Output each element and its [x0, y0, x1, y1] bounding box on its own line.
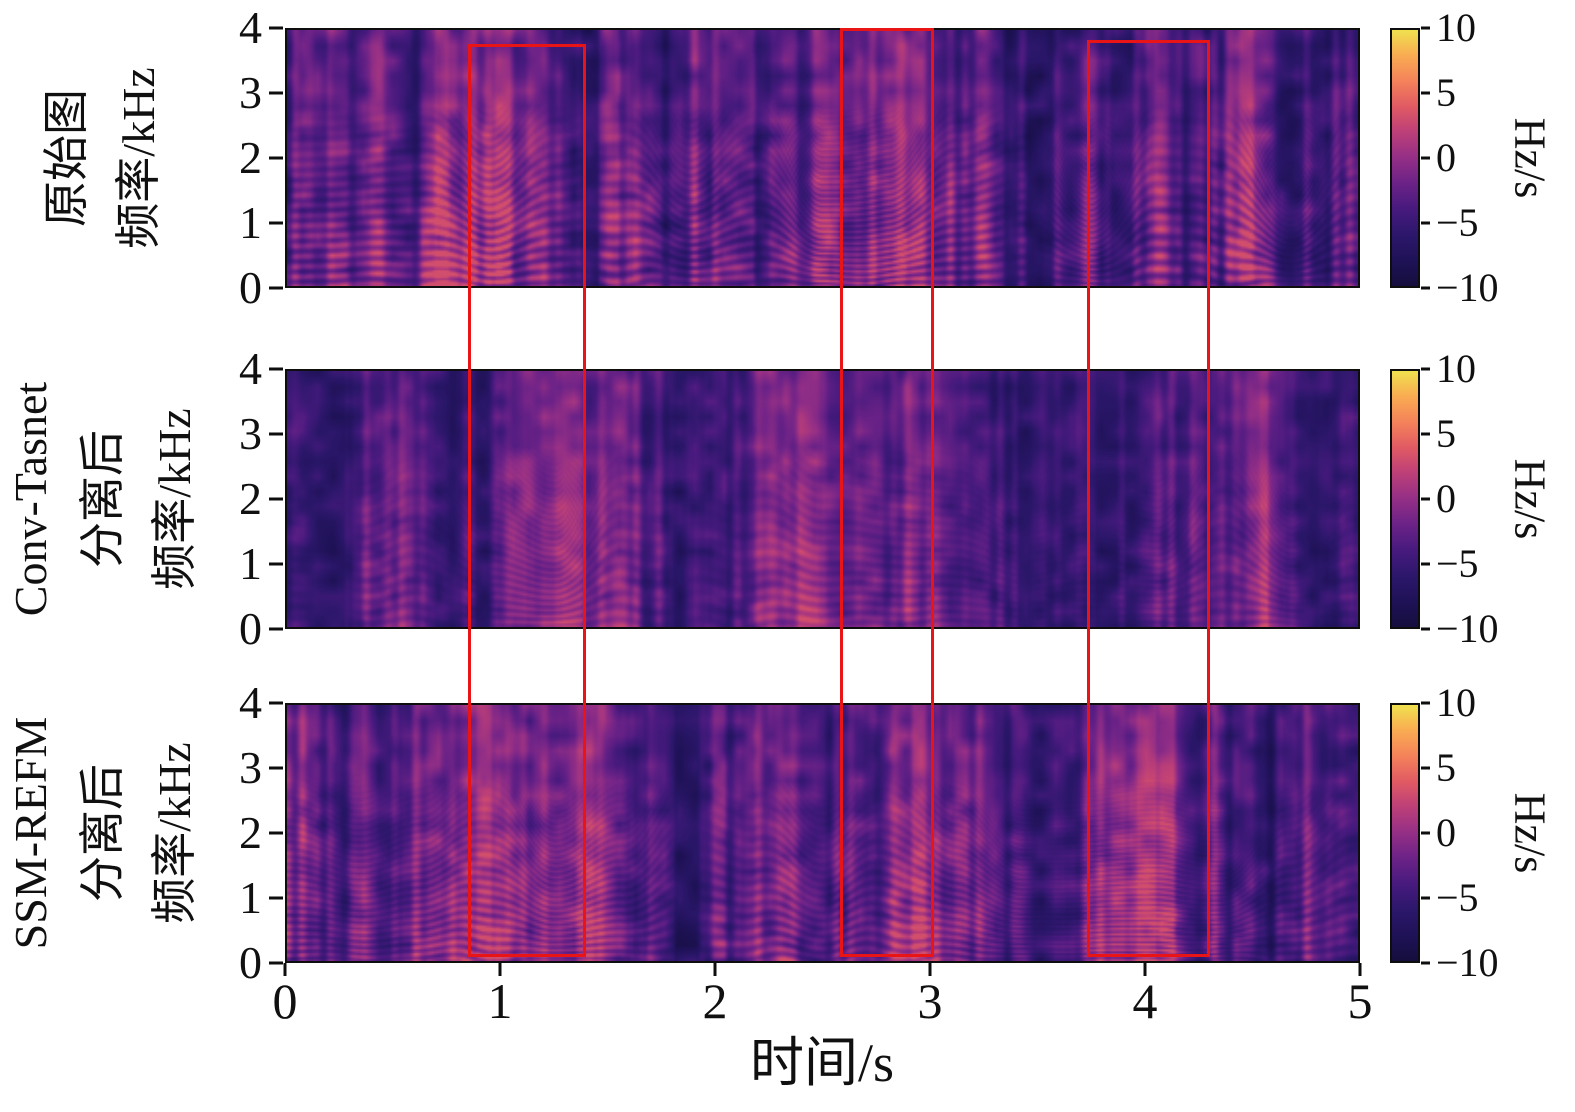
colorbar-tick-mark [1421, 221, 1430, 225]
y-axis-tick-label: 4 [239, 2, 262, 53]
panel-conv-tasnet: Conv-Tasnet 分离后 频率/kHz 4 3 2 1 0 10 5 0 … [0, 346, 1575, 652]
x-tick-mark [928, 963, 932, 976]
colorbar-tick-mark [1421, 831, 1430, 835]
colorbar-tick-label: 5 [1436, 745, 1456, 790]
spectrogram-plot-conv-tasnet [285, 369, 1360, 629]
y-tick-mark [269, 831, 283, 835]
colorbar-tick-label: 5 [1436, 411, 1456, 456]
y-tick-mark [269, 701, 283, 705]
colorbar-tick-label: −5 [1436, 200, 1479, 245]
y-axis-tick-label: 4 [239, 343, 262, 394]
x-axis-title: 时间/s [749, 1033, 895, 1093]
row-label-line: 分离后 [77, 430, 128, 568]
row-label-line: Conv-Tasnet [5, 381, 56, 617]
y-axis-tick-label: 2 [239, 132, 262, 183]
colorbar-tick-label: 0 [1436, 135, 1456, 180]
y-tick-mark [269, 286, 283, 290]
colorbar-tick-mark [1421, 432, 1430, 436]
x-axis-tick-label: 4 [1132, 973, 1158, 1029]
y-tick-mark [269, 221, 283, 225]
colorbar-tick-mark [1421, 367, 1430, 371]
spectrogram-plot-ssm-refm [285, 703, 1360, 963]
y-tick-mark [269, 26, 283, 30]
colorbar-tick-label: −5 [1436, 875, 1479, 920]
colorbar-tick-label: 10 [1436, 346, 1476, 391]
colorbar-tick-label: 0 [1436, 476, 1456, 521]
panel-ssm-refm: SSM-REFM 分离后 频率/kHz 4 3 2 1 0 10 5 0 −5 … [0, 680, 1575, 986]
colorbar [1390, 703, 1420, 963]
colorbar [1390, 369, 1420, 629]
y-axis-tick-label: 2 [239, 807, 262, 858]
y-axis-tick-label: 0 [239, 262, 262, 313]
row-label-line: 原始图 [41, 89, 92, 228]
x-axis-tick-label: 3 [917, 973, 943, 1029]
colorbar-tick-label: 5 [1436, 70, 1456, 115]
colorbar-tick-mark [1421, 627, 1430, 631]
panel-original: 原始图 频率/kHz 4 3 2 1 0 10 5 0 −5 −10 Hz/s [0, 5, 1575, 311]
y-axis-tick-label: 1 [239, 538, 262, 589]
colorbar [1390, 28, 1420, 288]
colorbar-tick-mark [1421, 766, 1430, 770]
y-tick-mark [269, 766, 283, 770]
row-label-line: SSM-REFM [5, 716, 56, 950]
colorbar-tick-mark [1421, 156, 1430, 160]
colorbar-tick-mark [1421, 701, 1430, 705]
colorbar-unit-label: Hz/s [1505, 792, 1555, 874]
y-axis-tick-label: 3 [239, 408, 262, 459]
y-axis-tick-label: 2 [239, 473, 262, 524]
y-axis-tick-label: 3 [239, 742, 262, 793]
colorbar-tick-label: −10 [1436, 940, 1499, 985]
y-axis-tick-label: 1 [239, 197, 262, 248]
colorbar-tick-label: 0 [1436, 810, 1456, 855]
colorbar-tick-label: −5 [1436, 541, 1479, 586]
y-tick-mark [269, 562, 283, 566]
colorbar-tick-label: 10 [1436, 680, 1476, 725]
colorbar-tick-label: 10 [1436, 5, 1476, 50]
colorbar-unit-label: Hz/s [1505, 458, 1555, 540]
x-tick-mark [713, 963, 717, 976]
colorbar-tick-label: −10 [1436, 265, 1499, 310]
y-axis-tick-label: 0 [239, 937, 262, 988]
colorbar-tick-mark [1421, 961, 1430, 965]
y-tick-mark [269, 91, 283, 95]
x-axis-tick-label: 2 [702, 973, 728, 1029]
colorbar-tick-mark [1421, 26, 1430, 30]
spectrogram-canvas [287, 705, 1358, 961]
colorbar-tick-mark [1421, 497, 1430, 501]
y-tick-mark [269, 432, 283, 436]
colorbar-tick-label: −10 [1436, 606, 1499, 651]
y-axis-tick-label: 4 [239, 677, 262, 728]
colorbar-tick-mark [1421, 562, 1430, 566]
x-tick-mark [283, 963, 287, 976]
x-tick-mark [1143, 963, 1147, 976]
spectrogram-plot-original [285, 28, 1360, 288]
y-tick-mark [269, 156, 283, 160]
colorbar-tick-mark [1421, 91, 1430, 95]
row-label-line: 分离后 [77, 764, 128, 902]
y-tick-mark [269, 961, 283, 965]
y-tick-mark [269, 497, 283, 501]
y-axis-tick-label: 0 [239, 603, 262, 654]
x-axis-tick-label: 0 [272, 973, 298, 1029]
y-tick-mark [269, 896, 283, 900]
spectrogram-canvas [287, 371, 1358, 627]
y-axis-tick-label: 1 [239, 872, 262, 923]
colorbar-tick-mark [1421, 896, 1430, 900]
x-tick-mark [1358, 963, 1362, 976]
y-axis-tick-label: 3 [239, 67, 262, 118]
x-axis-tick-label: 5 [1347, 973, 1373, 1029]
y-tick-mark [269, 627, 283, 631]
colorbar-unit-label: Hz/s [1505, 117, 1555, 199]
x-tick-mark [498, 963, 502, 976]
colorbar-tick-mark [1421, 286, 1430, 290]
x-axis-tick-label: 1 [487, 973, 513, 1029]
spectrogram-canvas [287, 30, 1358, 286]
y-tick-mark [269, 367, 283, 371]
